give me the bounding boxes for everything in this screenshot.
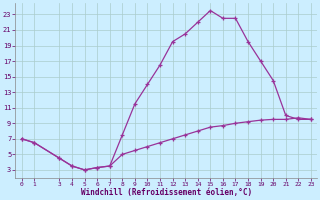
X-axis label: Windchill (Refroidissement éolien,°C): Windchill (Refroidissement éolien,°C) [81,188,252,197]
